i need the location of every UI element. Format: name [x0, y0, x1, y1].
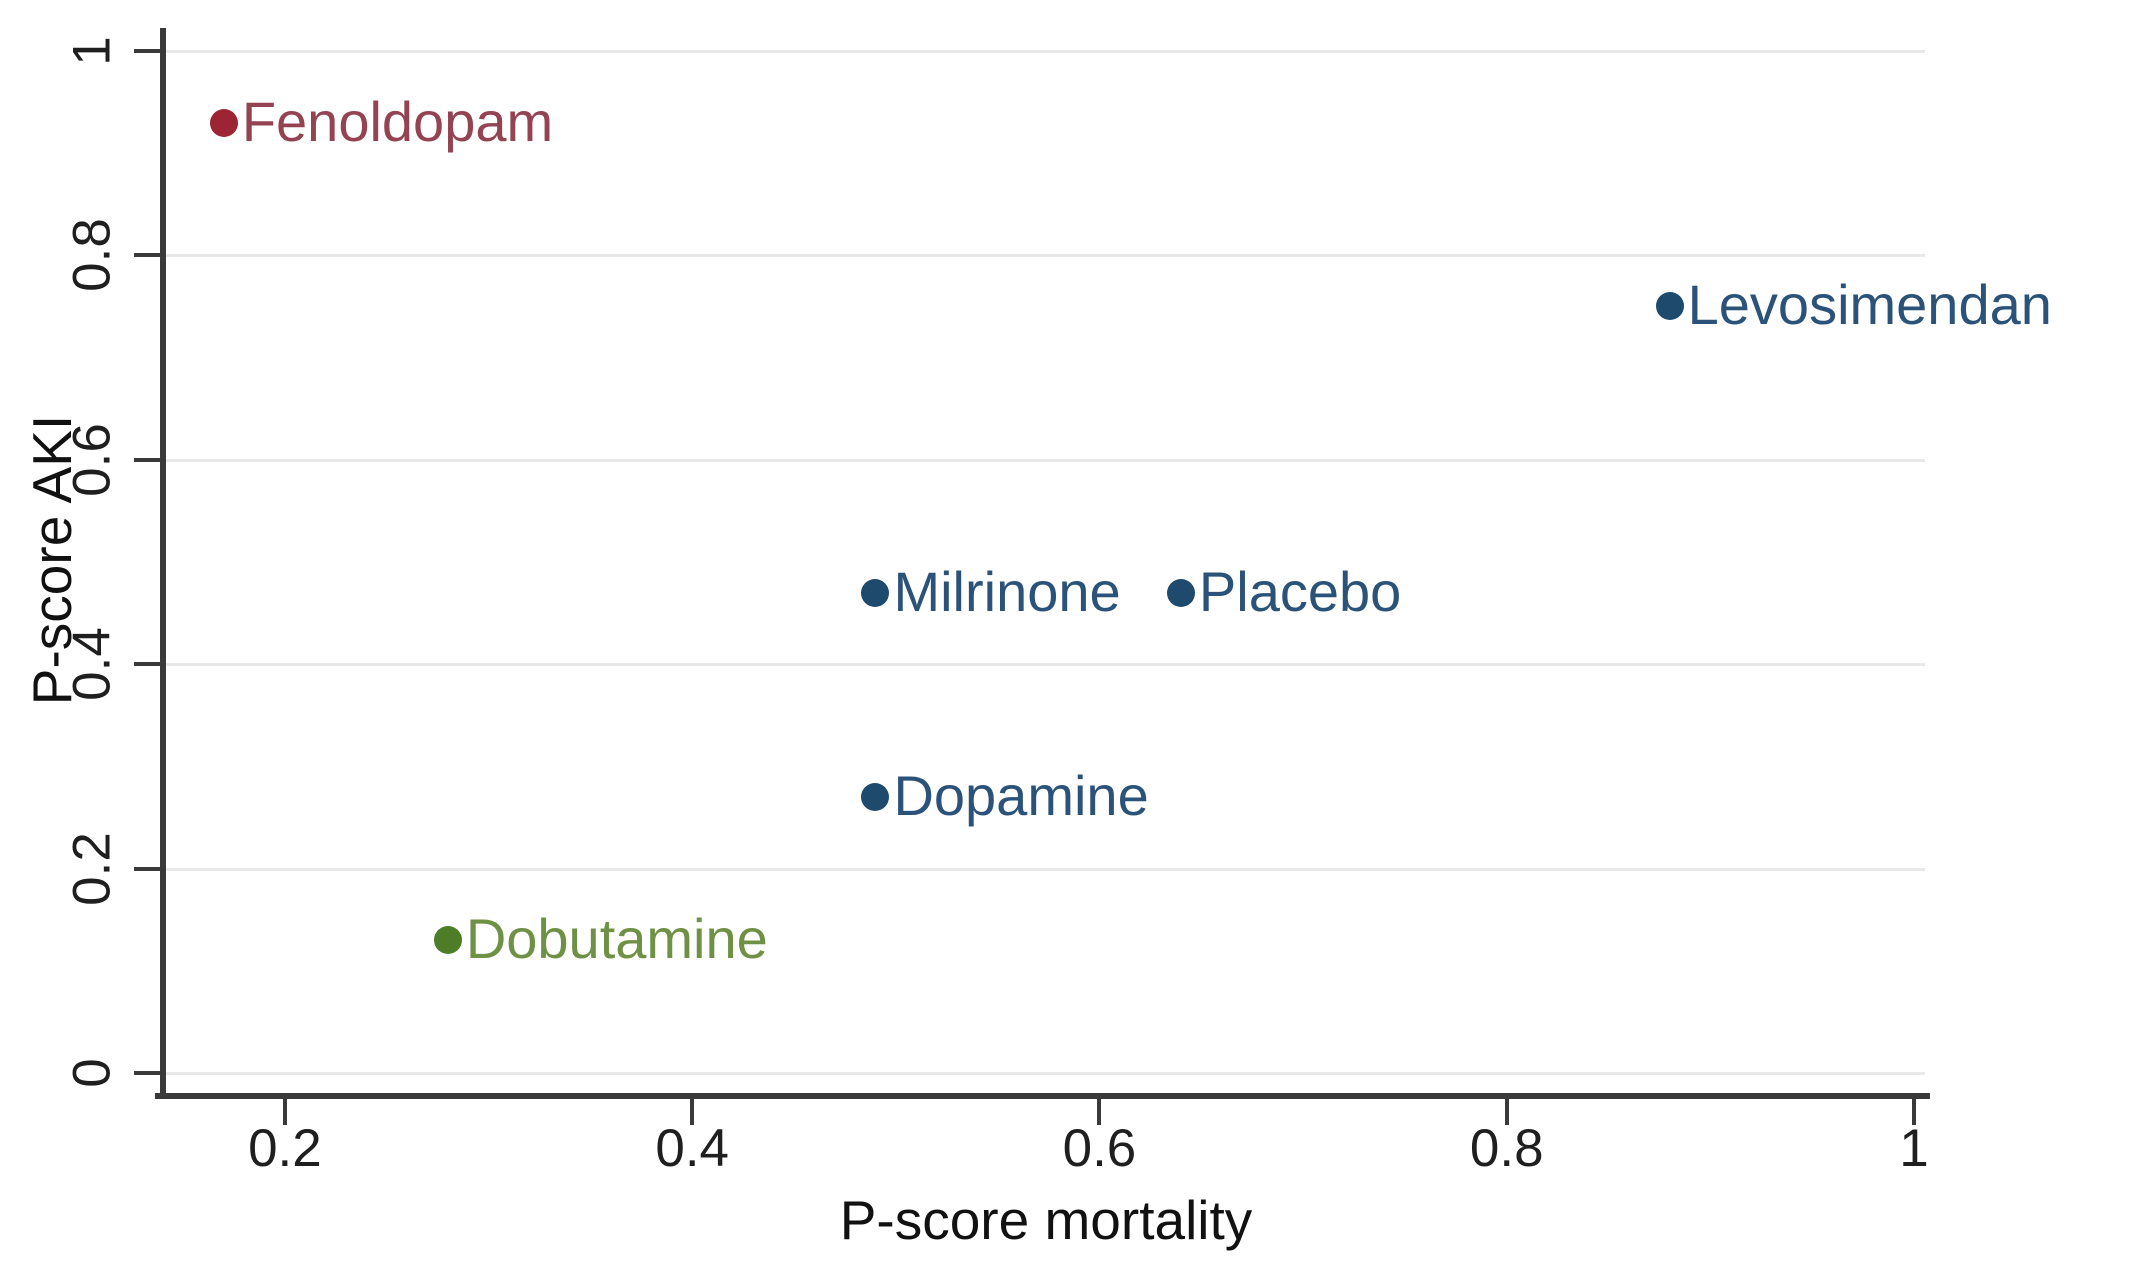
x-axis-line	[155, 1093, 1930, 1099]
y-axis-line	[160, 28, 166, 1099]
grid-line	[166, 867, 1925, 871]
y-axis-tick	[134, 866, 160, 871]
x-tick-label: 0.8	[1469, 1119, 1544, 1178]
y-axis-tick	[134, 662, 160, 667]
data-point-dot	[861, 783, 890, 812]
y-axis-tick	[134, 1070, 160, 1075]
data-point-label: Placebo	[1198, 559, 1402, 623]
y-tick-label: 0	[62, 1058, 122, 1088]
data-point-label: Milrinone	[893, 559, 1121, 623]
data-point-dot	[433, 926, 462, 955]
data-point-dot	[1655, 292, 1684, 321]
data-point-dot	[861, 578, 890, 607]
x-tick-label: 0.2	[248, 1119, 322, 1178]
data-point-label: Levosimendan	[1687, 273, 2052, 337]
data-point-dot	[1166, 578, 1195, 607]
y-tick-label: 0.4	[62, 627, 122, 702]
grid-line	[166, 254, 1925, 258]
y-tick-label: 1	[62, 36, 122, 66]
x-axis-tick	[690, 1099, 695, 1125]
y-axis-tick	[134, 253, 160, 258]
grid-line	[166, 49, 1925, 53]
y-axis-tick	[134, 457, 160, 462]
x-axis-title: P-score mortality	[839, 1189, 1253, 1251]
data-point-dot	[209, 108, 238, 137]
grid-line	[166, 458, 1925, 462]
x-axis-tick	[1912, 1099, 1916, 1125]
y-axis-tick	[134, 48, 160, 53]
grid-line	[166, 1071, 1925, 1075]
y-tick-label: 0.6	[62, 422, 122, 497]
grid-line	[166, 663, 1925, 667]
x-tick-label: 0.6	[1062, 1119, 1137, 1178]
x-tick-label: 0.4	[655, 1119, 730, 1178]
x-axis-tick	[282, 1099, 287, 1125]
y-tick-label: 0.2	[62, 831, 122, 906]
data-point-label: Fenoldopam	[241, 89, 554, 153]
data-point-label: Dobutamine	[465, 907, 768, 971]
x-axis-tick	[1504, 1099, 1509, 1125]
y-tick-label: 0.8	[62, 218, 122, 293]
x-tick-label: 1	[1899, 1119, 1929, 1178]
data-point-label: Dopamine	[893, 764, 1149, 828]
x-axis-tick	[1097, 1099, 1102, 1125]
